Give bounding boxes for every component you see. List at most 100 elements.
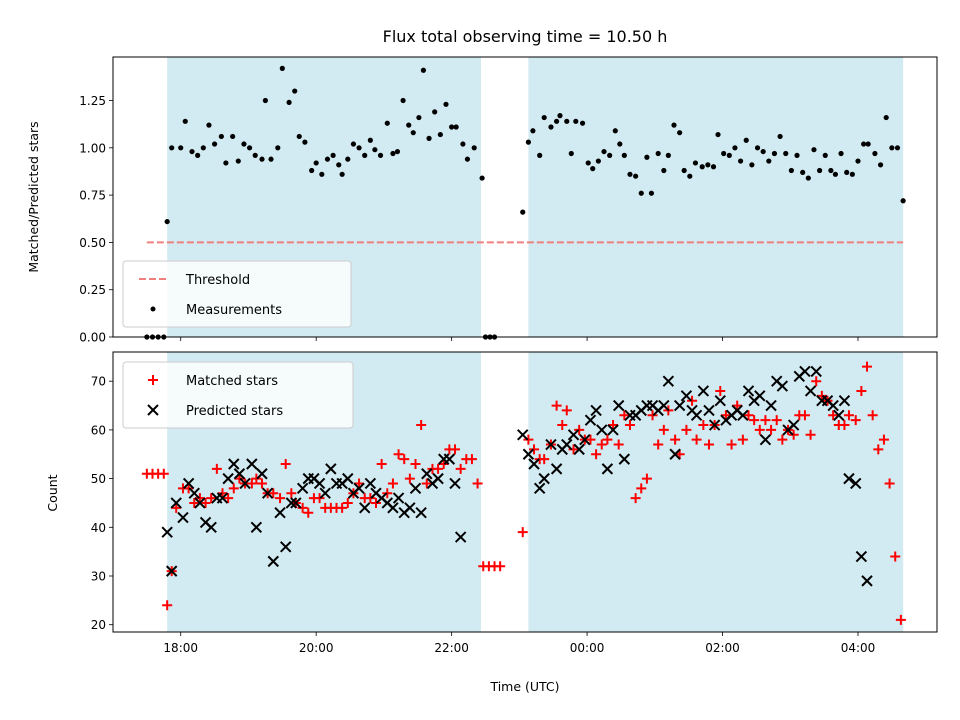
top-y-axis-label: Matched/Predicted stars [26,121,41,272]
predicted-stars-point [584,414,597,426]
matched-stars-point [183,483,194,494]
measurement-point [410,130,416,136]
predicted-stars-point [861,575,873,587]
observing-interval-2 [528,57,904,337]
matched-stars-point [754,424,765,435]
measurement-point [573,118,579,124]
measurement-point [464,156,471,162]
predicted-stars-point [161,526,173,538]
chart-title: Flux total observing time = 10.50 h [383,27,668,46]
measurement-point [182,118,188,124]
matched-stars-point [653,439,664,450]
x-tick-label: 22:00 [434,641,469,655]
predicted-stars-point [296,482,309,495]
predicted-stars-point [703,404,715,417]
matched-stars-point [691,434,702,445]
measurement-point [319,171,325,177]
predicted-stars-point [759,433,772,446]
matched-stars-point [884,478,895,489]
matched-stars-point [416,420,427,431]
y-tick-label: 60 [91,423,106,437]
matched-stars-point [771,415,782,426]
legend-box [122,361,354,429]
predicted-stars-point [222,472,234,485]
measurement-point [350,141,357,147]
measurement-point [372,147,378,153]
measurement-point [687,173,693,179]
matched-stars-point [171,502,182,513]
predicted-stars-point [550,463,563,475]
matched-stars-point [280,459,291,469]
predicted-stars-point [838,394,851,407]
predicted-stars-point [804,385,817,397]
y-tick-label: 0.75 [79,189,106,203]
predicted-stars-point [697,385,710,397]
measurement-point [822,152,828,158]
measurement-point [671,122,677,128]
predicted-stars-point [799,365,811,378]
matched-stars-point [630,493,641,504]
predicted-stars-point [239,477,251,490]
predicted-stars-point [561,438,573,451]
predicted-stars-point [528,458,540,470]
matched-stars-point [382,488,393,499]
measurement-point [794,152,800,158]
measurement-point [324,156,331,162]
measurement-point [286,99,292,106]
measurement-point [548,124,554,130]
matched-stars-point [189,497,200,508]
y-tick-label: 70 [91,375,106,389]
matched-stars-point [234,473,245,484]
measurement-point [520,209,526,215]
measurement-point [743,137,749,143]
matched-stars-point [539,454,550,465]
measurement-point [449,124,455,130]
predicted-stars-point [538,472,550,485]
matched-stars-point [376,459,387,469]
predicted-stars-point [596,424,608,436]
measurement-point [766,158,772,164]
matched-stars-point [619,410,630,421]
matched-stars-point [194,493,205,504]
plot-frame [112,56,938,338]
predicted-stars-point [590,404,602,417]
predicted-stars-point [754,390,766,402]
y-tick-label: 30 [91,570,106,584]
matched-stars-point [523,434,534,445]
matched-stars-point [404,473,415,484]
measurement-point [749,162,755,168]
measurement-point [302,139,308,145]
legend-measurement-swatch [150,306,156,312]
matched-stars-point [670,434,681,445]
predicted-stars-point [737,409,749,422]
matched-stars-point [517,527,528,538]
predicted-stars-point [170,497,182,509]
matched-stars-point [211,463,222,474]
legend-label: Threshold [185,273,250,288]
matched-stars-point [297,502,308,513]
predicted-stars-point [387,502,399,514]
measurement-point [737,158,744,164]
bottom-panel: 20 30 40 50 60 70 18:00 20:00 22:00 00:00 02:00 04:… [91,351,938,655]
x-tick-label: 00:00 [570,641,605,655]
top-panel: 0.00 0.25 0.50 0.75 1.00 1.25 Threshold Measure… [79,56,938,345]
predicted-stars-point [567,429,580,441]
y-tick-label: 1.00 [79,141,106,155]
measurement-point [617,141,623,147]
measurement-point [568,150,574,157]
measurement-point [621,152,627,158]
measurement-point [362,152,368,158]
predicted-stars-point [205,521,217,534]
measurement-point [844,169,850,176]
predicted-stars-point [313,477,326,490]
measurement-point [889,145,895,151]
matched-stars-point [878,434,889,445]
predicted-stars-point [658,399,670,412]
predicted-stars-point [432,472,444,485]
matched-stars-point [816,390,827,401]
predicted-stars-point [742,385,755,397]
measurement-point [612,128,618,134]
predicted-stars-point [850,477,862,490]
matched-stars-point [681,424,692,435]
y-tick-label: 20 [91,618,106,632]
